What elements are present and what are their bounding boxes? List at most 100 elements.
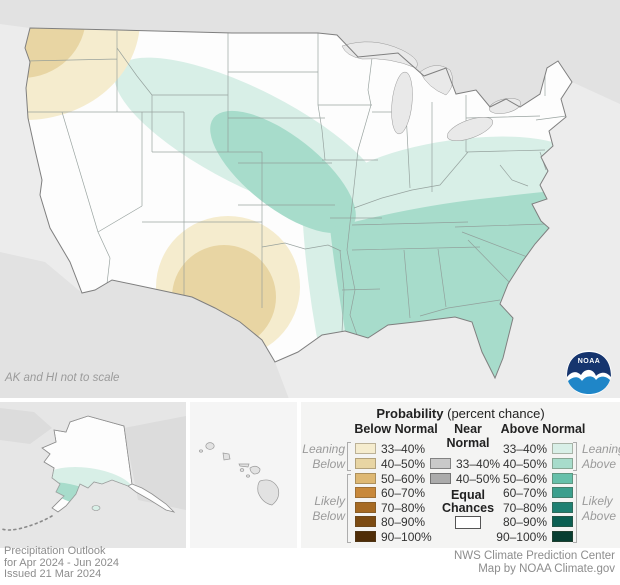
- noaa-logo-text: NOAA: [578, 358, 601, 365]
- mexico-land: [0, 252, 289, 398]
- above-40-50-swatch: [552, 458, 573, 469]
- lake-huron: [419, 65, 453, 96]
- noaa-logo-sea: [568, 376, 610, 394]
- probability-legend: Probability (percent chance) Below Norma…: [301, 402, 620, 548]
- footer-right: NWS Climate Prediction Center Map by NOA…: [454, 550, 615, 576]
- below-33-40-label: 33–40%: [381, 441, 426, 456]
- below-90-100-label: 90–100%: [381, 529, 432, 544]
- near-40-50-label: 40–50%: [456, 471, 501, 486]
- above-60-70-label: 60–70%: [502, 485, 547, 500]
- canada-land-inset: [124, 416, 186, 510]
- leaning-below-bracket: [347, 442, 351, 471]
- above-33-40-label: 33–40%: [502, 441, 547, 456]
- footer-title: Precipitation Outlook: [4, 545, 106, 557]
- legend-row-above-60-70: 60–70%: [483, 485, 573, 500]
- equal-chances-label-1: Equal: [450, 488, 486, 502]
- below-33-40-swatch: [355, 443, 376, 454]
- legend-row-below-90-100: 90–100%: [355, 529, 432, 544]
- near-33-40-swatch: [430, 458, 451, 469]
- above-70-80-label: 70–80%: [502, 500, 547, 515]
- legend-row-below-50-60: 50–60%: [355, 472, 425, 486]
- legend-row-above-33-40: 33–40%: [483, 441, 573, 456]
- aleutian-islands: [1, 515, 53, 531]
- below-70-80-label: 70–80%: [381, 500, 426, 515]
- below-50-60-swatch: [355, 473, 376, 484]
- kauai-island: [205, 442, 215, 450]
- below-80-90-swatch: [355, 516, 376, 527]
- near-40-50-swatch: [430, 473, 451, 484]
- niihau-island: [199, 449, 203, 453]
- legend-row-below-33-40: 33–40%: [355, 441, 426, 456]
- footer-left: Precipitation Outlook for Apr 2024 - Jun…: [4, 545, 119, 581]
- above-50-60-swatch: [552, 473, 573, 484]
- legend-row-below-60-70: 60–70%: [355, 485, 426, 500]
- legend-row-above-70-80: 70–80%: [483, 500, 573, 515]
- below-80-90-label: 80–90%: [381, 514, 426, 529]
- near-33-40-label: 33–40%: [456, 456, 501, 471]
- above-80-90-swatch: [552, 516, 573, 527]
- scale-note: AK and HI not to scale: [5, 372, 120, 384]
- above-80-90-label: 80–90%: [502, 514, 547, 529]
- likely-below-label: Likely Below: [312, 494, 345, 523]
- legend-row-near-33-40: 33–40%: [430, 456, 501, 471]
- likely-below-bracket: [347, 474, 351, 543]
- below-60-70-label: 60–70%: [381, 485, 426, 500]
- canada-land: [0, 0, 620, 107]
- legend-row-below-80-90: 80–90%: [355, 514, 426, 529]
- legend-title: Probability (percent chance): [301, 406, 620, 421]
- near-normal-header: Near Normal: [446, 422, 490, 450]
- footer-agency: NWS Climate Prediction Center: [453, 550, 615, 562]
- below-70-80-swatch: [355, 502, 376, 513]
- lanai-island: [239, 468, 245, 472]
- hawaii-inset: [190, 402, 297, 548]
- legend-row-below-40-50: 40–50%: [355, 456, 426, 471]
- below-40-50-label: 40–50%: [381, 456, 426, 471]
- conus-map: [0, 0, 620, 398]
- leaning-below-label: Leaning Below: [302, 442, 345, 471]
- legend-row-near-40-50: 40–50%: [430, 471, 501, 486]
- below-40-50-pnw: [25, 28, 86, 78]
- alaska-coast-restroke: [42, 416, 132, 512]
- maui-island: [249, 465, 261, 475]
- legend-row-above-50-60: 50–60%: [483, 471, 573, 486]
- equal-chances-swatch: [455, 516, 481, 529]
- above-40-50-plains-core: [210, 110, 356, 234]
- alaska-panhandle: [127, 483, 176, 513]
- below-40-50-swatch: [355, 458, 376, 469]
- alaska-inset: [0, 402, 186, 548]
- below-60-70-swatch: [355, 487, 376, 498]
- likely-above-label: Likely Above: [582, 494, 617, 523]
- lake-erie: [446, 116, 494, 142]
- kahoolawe-island: [246, 474, 250, 478]
- legend-row-above-40-50: 40–50%: [483, 457, 573, 471]
- leaning-above-bracket: [573, 442, 577, 471]
- footer-period: for Apr 2024 - Jun 2024: [4, 556, 119, 569]
- molokai-island: [238, 463, 250, 468]
- oahu-island: [222, 452, 231, 461]
- footer-issued: Issued 21 Mar 2024: [4, 568, 102, 580]
- legend-row-above-80-90: 80–90%: [483, 514, 573, 529]
- lake-ontario: [489, 98, 521, 114]
- likely-above-bracket: [573, 474, 577, 543]
- noaa-logo: NOAA: [566, 350, 612, 396]
- legend-title-rest: (percent chance): [443, 406, 545, 421]
- below-33-40-pnw: [25, 28, 140, 120]
- above-50-60-label: 50–60%: [502, 471, 547, 486]
- legend-title-bold: Probability: [376, 406, 444, 421]
- conus-border-stroke: [24, 27, 573, 380]
- above-90-100-label: 90–100%: [496, 529, 547, 544]
- legend-row-above-90-100: 90–100%: [483, 529, 573, 544]
- kodiak-island: [91, 505, 101, 511]
- above-33-40-swatch: [552, 443, 573, 454]
- below-normal-header: Below Normal: [354, 422, 438, 436]
- legend-row-below-70-80: 70–80%: [355, 500, 426, 515]
- above-70-80-swatch: [552, 502, 573, 513]
- above-normal-header: Above Normal: [500, 422, 586, 436]
- big-island: [257, 479, 280, 506]
- noaa-logo-sky: [567, 352, 611, 377]
- hawaii-islands: [199, 442, 280, 506]
- above-60-70-swatch: [552, 487, 573, 498]
- russia-land: [0, 408, 52, 444]
- equal-chances-label-2: Chances: [441, 501, 495, 515]
